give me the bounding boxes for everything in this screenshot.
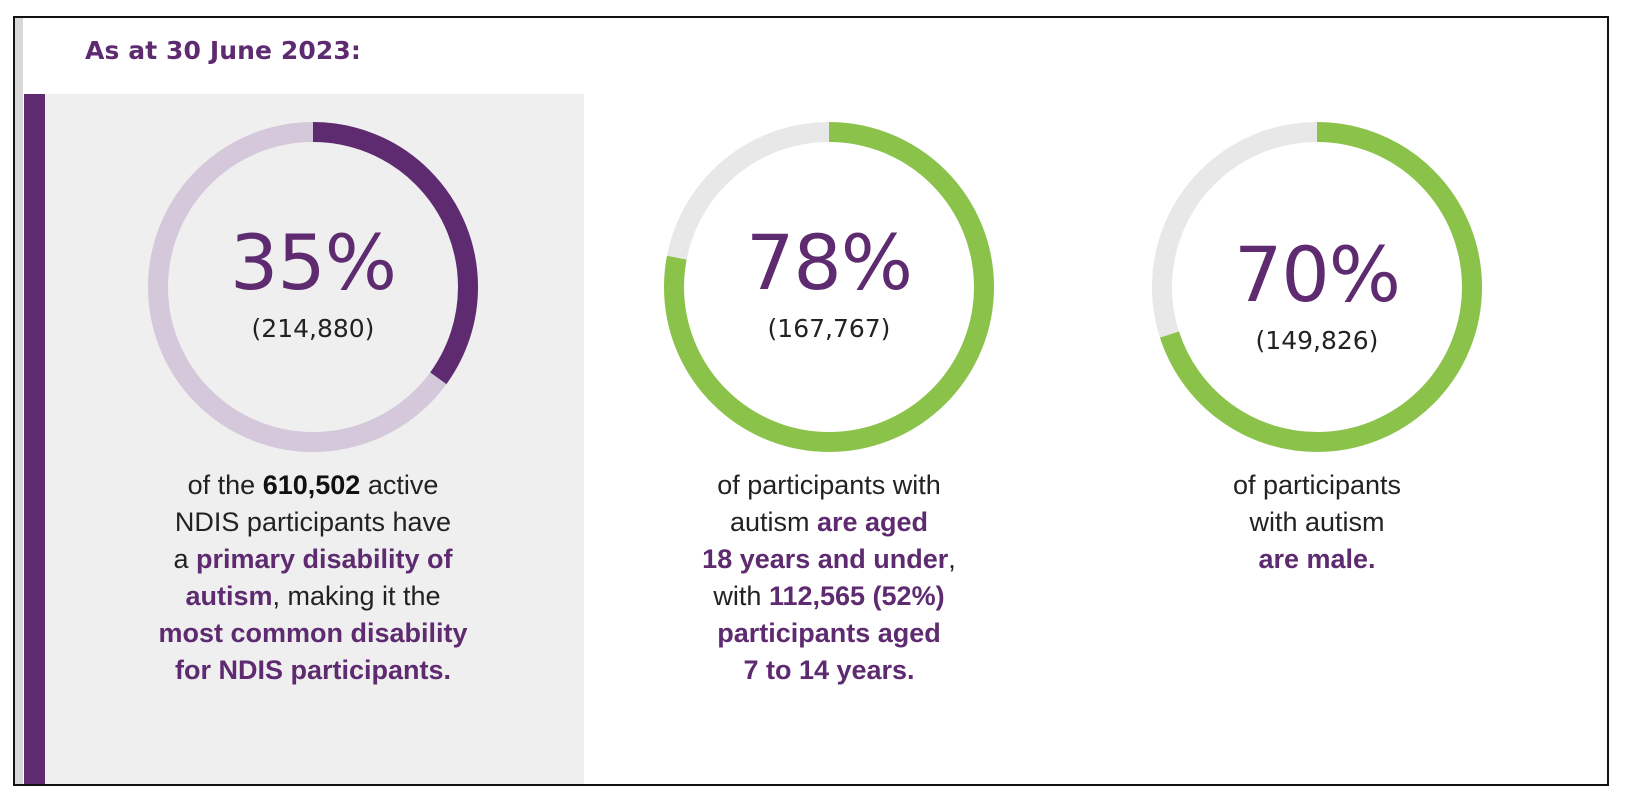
stat-primary-disability: 35% (214,880) [148, 122, 478, 452]
desc-2-line-1: of participants with [717, 470, 941, 500]
desc-1-line-1: of the 610,502 active [187, 470, 439, 500]
desc-2-line-4: with 112,565 (52%) [713, 581, 945, 611]
donut-2-count: (167,767) [767, 314, 891, 343]
donut-1-count: (214,880) [251, 314, 375, 343]
donut-2-value-arc [664, 122, 994, 452]
donut-chart-2 [664, 122, 994, 452]
desc-3-line-2: with autism [1249, 507, 1385, 537]
desc-1-line-2: NDIS participants have [174, 507, 452, 537]
desc-1-line-5: most common disability [158, 618, 468, 648]
donut-1-value-arc [148, 122, 478, 452]
desc-2-line-3: 18 years and under, [702, 544, 956, 574]
donut-chart-1 [148, 122, 478, 452]
desc-3-line-3: are male. [1258, 544, 1376, 574]
desc-1-line-3: a primary disability of [173, 544, 453, 574]
donut-3-percent: 70% [1234, 230, 1401, 319]
donut-3-count: (149,826) [1255, 326, 1379, 355]
desc-2-line-5: participants aged [717, 618, 941, 648]
stat-1-description: of the 610,502 active NDIS participants … [123, 467, 503, 689]
stat-aged-18-under: 78% (167,767) [664, 122, 994, 452]
donut-chart-3 [1152, 122, 1482, 452]
desc-1-line-6: for NDIS participants. [174, 655, 452, 685]
frame-shade [15, 18, 23, 784]
donut-1-percent: 35% [230, 218, 397, 307]
infographic-frame: As at 30 June 2023: 35% (214,880) of the… [13, 16, 1609, 786]
accent-bar [24, 94, 45, 784]
stat-3-description: of participants with autism are male. [1127, 467, 1507, 578]
desc-3-line-1: of participants [1232, 470, 1402, 500]
donut-3-value-arc [1152, 122, 1482, 452]
desc-2-line-6: 7 to 14 years. [743, 655, 915, 685]
stat-male: 70% (149,826) [1152, 122, 1482, 452]
page-title: As at 30 June 2023: [85, 36, 361, 65]
desc-1-line-4: autism, making it the [185, 581, 441, 611]
desc-2-line-2: autism are aged [729, 507, 929, 537]
donut-2-percent: 78% [746, 218, 913, 307]
stat-2-description: of participants with autism are aged 18 … [639, 467, 1019, 689]
